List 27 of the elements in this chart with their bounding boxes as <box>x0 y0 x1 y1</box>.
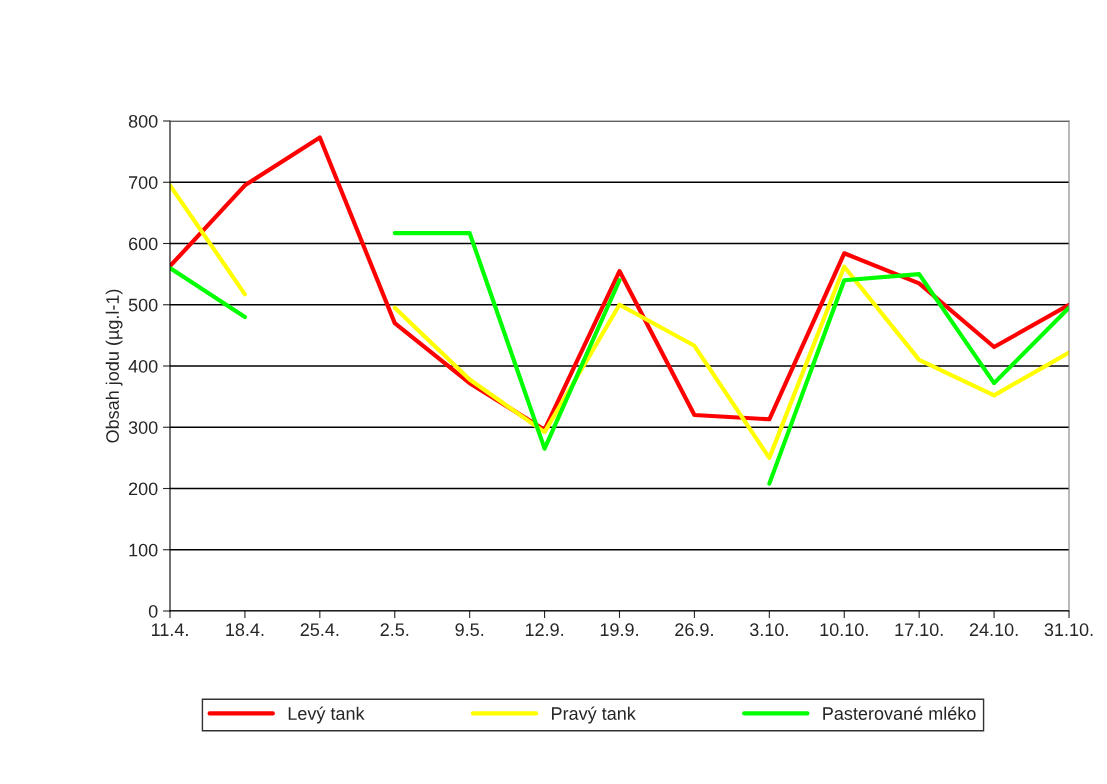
legend-label: Levý tank <box>288 706 365 724</box>
legend-label: Pravý tank <box>552 706 636 724</box>
line-series <box>170 135 1069 432</box>
y-tick-label: 100 <box>129 543 158 557</box>
y-tick-label: 700 <box>129 176 158 189</box>
x-tick-label: 12.9. <box>525 623 564 637</box>
y-tick-label: 0 <box>148 604 158 618</box>
y-axis-title: Obsah jodu (µg.l-1) <box>105 289 123 443</box>
y-tick-label: 200 <box>128 482 158 496</box>
x-tick-label: 26.9. <box>675 623 713 637</box>
y-tick-label: 500 <box>128 298 158 312</box>
y-tick-label: 600 <box>128 237 158 251</box>
y-tick-label: 300 <box>128 421 158 434</box>
x-tick-label: 11.4. <box>151 623 188 636</box>
x-tick-label: 18.4. <box>226 623 264 637</box>
x-tick-label: 17.10. <box>895 623 943 637</box>
x-tick-label: 31.10. <box>1044 623 1093 637</box>
y-tick-label: 400 <box>128 359 158 373</box>
y-tick-label: 800 <box>128 114 158 128</box>
x-tick-label: 25.4. <box>300 623 339 637</box>
x-tick-label: 2.5. <box>380 623 409 637</box>
x-tick-label: 24.10. <box>969 623 1018 637</box>
x-tick-label: 10.10. <box>820 623 868 637</box>
legend-label: Pasterované mléko <box>823 706 976 720</box>
x-tick-label: 19.9. <box>600 623 638 637</box>
x-tick-label: 3.10. <box>749 623 788 637</box>
x-tick-label: 9.5. <box>455 623 484 637</box>
